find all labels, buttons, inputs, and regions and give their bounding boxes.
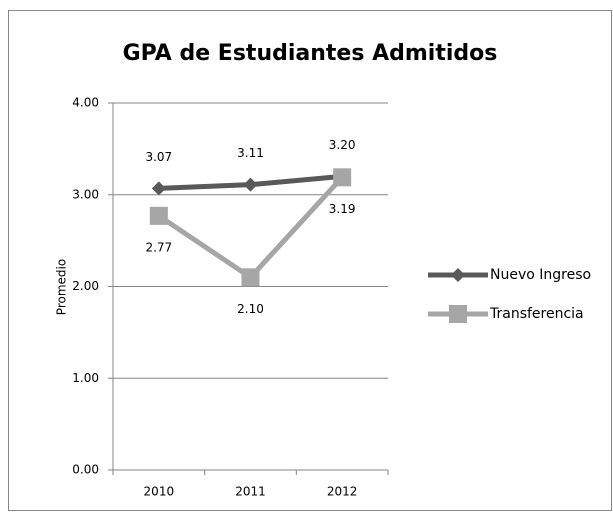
y-tick-label: 4.00 — [72, 96, 99, 110]
marker — [149, 206, 168, 225]
marker — [451, 268, 465, 282]
legend-label: Transferencia — [489, 306, 584, 322]
data-label: 3.19 — [329, 202, 356, 216]
marker — [151, 181, 166, 196]
y-axis-title: Promedio — [55, 259, 69, 315]
data-label: 3.20 — [329, 138, 356, 152]
marker — [333, 168, 352, 187]
marker — [241, 268, 260, 287]
legend-label: Nuevo Ingreso — [490, 267, 591, 283]
marker — [449, 305, 467, 323]
data-label: 2.10 — [237, 302, 264, 316]
y-tick-label: 2.00 — [72, 279, 99, 293]
chart-title: GPA de Estudiantes Admitidos — [123, 41, 498, 66]
x-tick-label: 2011 — [235, 485, 266, 499]
x-tick-label: 2012 — [327, 485, 358, 499]
data-label: 3.07 — [145, 150, 172, 164]
x-tick-label: 2010 — [144, 485, 175, 499]
y-tick-label: 1.00 — [72, 371, 99, 385]
y-tick-label: 3.00 — [72, 187, 99, 201]
y-tick-label: 0.00 — [72, 463, 99, 477]
marker — [243, 177, 258, 192]
chart-border — [8, 10, 612, 511]
data-label: 2.77 — [145, 240, 172, 254]
data-label: 3.11 — [237, 146, 264, 160]
